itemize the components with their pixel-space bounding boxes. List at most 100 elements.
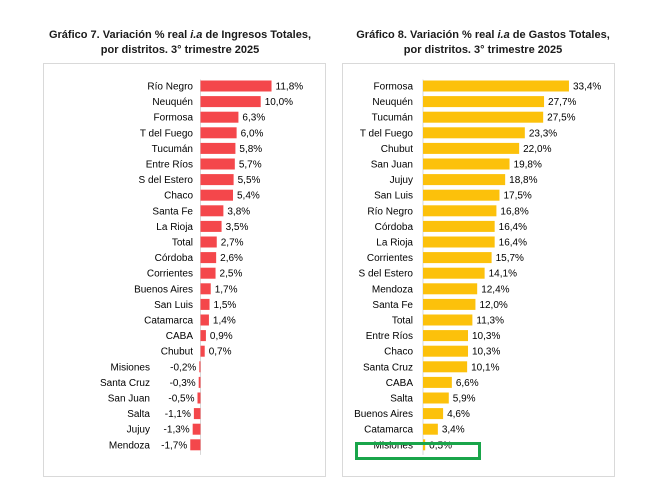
chart-7-category-label-mendoza: Mendoza	[109, 440, 151, 451]
chart-7-bar-t-del-fuego	[200, 127, 237, 139]
chart-8-value-label-entre-rios: 10,3%	[472, 331, 500, 342]
chart-8-title-italic: i.a	[497, 29, 510, 41]
chart-8-category-label-entre-rios: Entre Ríos	[366, 331, 413, 342]
chart-7-category-label-san-luis: San Luis	[154, 300, 193, 311]
chart-8-value-label-t-del-fuego: 23,3%	[529, 128, 557, 139]
chart-8-category-label-t-del-fuego: T del Fuego	[360, 128, 414, 139]
chart-7-bar-s-del-estero	[200, 174, 234, 186]
chart-7-category-label-neuquen: Neuquén	[152, 97, 193, 108]
chart-8-bar-corrientes	[423, 252, 492, 264]
chart-8-value-label-s-del-estero: 14,1%	[489, 269, 517, 280]
chart-7-bar-entre-rios	[200, 158, 235, 170]
chart-8-value-label-chaco: 10,3%	[472, 347, 500, 358]
chart-7-category-label-corrientes: Corrientes	[147, 269, 193, 280]
chart-7-value-label-entre-rios: 5,7%	[239, 160, 262, 171]
chart-7-category-label-chubut: Chubut	[161, 347, 193, 358]
chart-8-category-label-chubut: Chubut	[381, 144, 413, 155]
chart-8-category-label-formosa: Formosa	[374, 82, 414, 93]
chart-7-category-label-t-del-fuego: T del Fuego	[140, 128, 194, 139]
chart-7-bar-neuquen	[200, 96, 261, 108]
chart-8-value-label-buenos-aires: 4,6%	[447, 409, 470, 420]
chart-7-category-label-santa-cruz: Santa Cruz	[100, 378, 150, 389]
chart-8-category-label-cordoba: Córdoba	[375, 222, 414, 233]
chart-7-category-label-caba: CABA	[166, 331, 194, 342]
chart-8-value-label-mendoza: 12,4%	[481, 284, 509, 295]
chart-7-category-label-la-rioja: La Rioja	[156, 222, 193, 233]
chart-7-title-suffix: de Ingresos Totales,	[202, 29, 312, 41]
chart-8-title-prefix: Gráfico 8. Variación % real	[356, 29, 498, 41]
chart-7-value-label-total: 2,7%	[221, 238, 244, 249]
chart-7-category-label-total: Total	[172, 238, 193, 249]
chart-8-bar-mendoza	[423, 283, 478, 295]
chart-8-bar-san-luis	[423, 189, 500, 201]
chart-8-value-label-corrientes: 15,7%	[496, 253, 524, 264]
chart-7-value-label-cordoba: 2,6%	[220, 253, 243, 264]
chart-8-title: Gráfico 8. Variación % real i.a de Gasto…	[333, 28, 633, 58]
chart-8-bar-salta	[423, 392, 449, 404]
chart-7-value-label-buenos-aires: 1,7%	[215, 284, 238, 295]
chart-7-value-label-misiones: -0,2%	[170, 362, 196, 373]
chart-8-value-label-santa-fe: 12,0%	[479, 300, 507, 311]
chart-7-bar-corrientes	[200, 267, 216, 279]
chart-7-title: Gráfico 7. Variación % real i.a de Ingre…	[30, 28, 330, 58]
chart-8-bar-formosa	[423, 80, 569, 92]
chart-8-value-label-chubut: 22,0%	[523, 144, 551, 155]
chart-7-value-label-caba: 0,9%	[210, 331, 233, 342]
chart-8-category-label-rio-negro: Río Negro	[367, 206, 413, 217]
chart-8-category-label-tucuman: Tucumán	[372, 113, 413, 124]
chart-8-value-label-total: 11,3%	[476, 316, 504, 327]
chart-8-bar-santa-cruz	[423, 361, 468, 373]
chart-8-bar-san-juan	[423, 158, 510, 170]
chart-7-value-label-s-del-estero: 5,5%	[238, 175, 261, 186]
chart-7-category-label-catamarca: Catamarca	[144, 316, 193, 327]
chart-8-value-label-tucuman: 27,5%	[547, 113, 575, 124]
chart-7-value-label-corrientes: 2,5%	[220, 269, 243, 280]
chart-8-bar-buenos-aires	[423, 408, 444, 420]
chart-7-bar-la-rioja	[200, 220, 222, 232]
chart-8-value-label-misiones: 0,5%	[429, 440, 452, 451]
chart-7-category-label-misiones: Misiones	[111, 362, 150, 373]
chart-7-frame	[43, 63, 326, 477]
chart-8-category-label-corrientes: Corrientes	[367, 253, 413, 264]
chart-7-value-label-neuquen: 10,0%	[265, 97, 293, 108]
chart-8-category-label-mendoza: Mendoza	[372, 284, 414, 295]
chart-7-category-label-entre-rios: Entre Ríos	[146, 160, 193, 171]
chart-8-bar-entre-rios	[423, 330, 469, 342]
chart-7-value-label-san-luis: 1,5%	[214, 300, 237, 311]
chart-8-category-label-s-del-estero: S del Estero	[359, 269, 414, 280]
chart-7-bar-jujuy	[192, 423, 201, 435]
chart-8-category-label-chaco: Chaco	[384, 347, 413, 358]
chart-7-value-label-chaco: 5,4%	[237, 191, 260, 202]
chart-7-value-label-santa-cruz: -0,3%	[170, 378, 196, 389]
chart-8-bar-neuquen	[423, 96, 545, 108]
chart-8-bar-catamarca	[423, 423, 438, 435]
chart-8-category-label-la-rioja: La Rioja	[376, 238, 413, 249]
chart-8-title-suffix: de Gastos Totales,	[509, 29, 610, 41]
chart-8-value-label-formosa: 33,4%	[573, 82, 601, 93]
chart-7-bar-caba	[200, 330, 206, 342]
chart-7-value-label-t-del-fuego: 6,0%	[241, 128, 264, 139]
chart-7-category-label-jujuy: Jujuy	[127, 425, 150, 436]
chart-7-bar-santa-cruz	[198, 376, 201, 388]
chart-8-value-label-cordoba: 16,4%	[499, 222, 527, 233]
chart-7-value-label-tucuman: 5,8%	[239, 144, 262, 155]
chart-8-category-label-jujuy: Jujuy	[390, 175, 413, 186]
chart-8-category-label-catamarca: Catamarca	[364, 425, 413, 436]
chart-7-category-label-formosa: Formosa	[154, 113, 194, 124]
chart-7-bar-rio-negro	[200, 80, 272, 92]
chart-8-category-label-neuquen: Neuquén	[372, 97, 413, 108]
chart-7-bar-san-juan	[197, 392, 201, 404]
chart-8-value-label-rio-negro: 16,8%	[500, 206, 528, 217]
chart-8-value-label-salta: 5,9%	[453, 394, 476, 405]
chart-7-category-label-santa-fe: Santa Fe	[152, 206, 193, 217]
chart-7-value-label-salta: -1,1%	[165, 409, 191, 420]
chart-7-value-label-san-juan: -0,5%	[168, 394, 194, 405]
chart-7-category-label-rio-negro: Río Negro	[147, 82, 193, 93]
chart-8-bar-la-rioja	[423, 236, 495, 248]
chart-7-title-line2: por distritos. 3° trimestre 2025	[100, 44, 260, 56]
chart-7-bar-san-luis	[200, 298, 210, 310]
chart-7-value-label-jujuy: -1,3%	[164, 425, 190, 436]
chart-7-value-label-santa-fe: 3,8%	[227, 206, 250, 217]
chart-7-bar-catamarca	[200, 314, 209, 326]
chart-8-category-label-santa-cruz: Santa Cruz	[363, 362, 413, 373]
